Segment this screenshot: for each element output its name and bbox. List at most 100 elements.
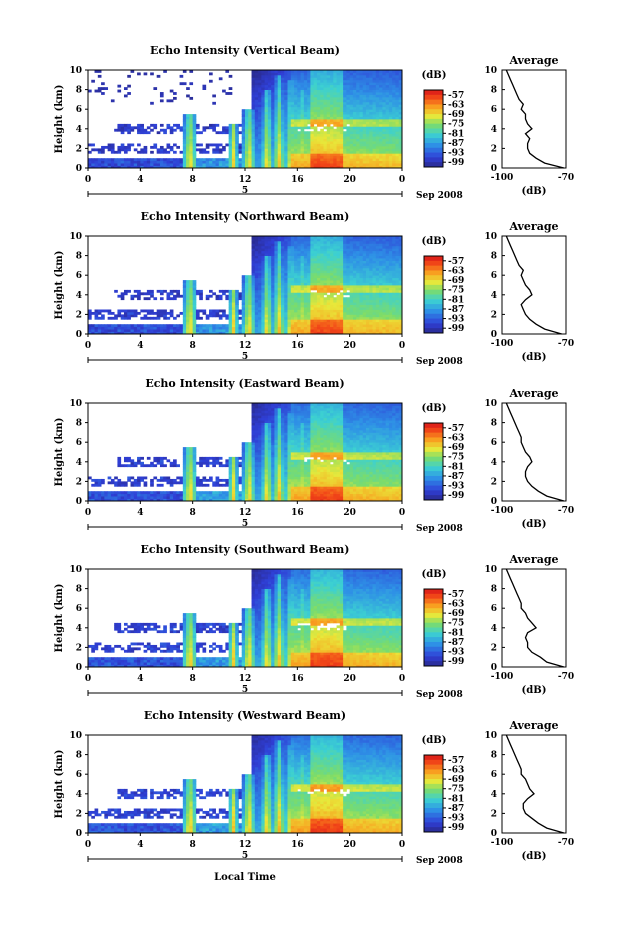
heatmap-cell — [183, 163, 187, 166]
heatmap-cell — [369, 307, 373, 310]
heatmap-cell — [359, 314, 363, 317]
heatmap-cell — [310, 153, 314, 156]
heatmap-cell — [389, 305, 393, 308]
heatmap-cell — [189, 161, 193, 164]
heatmap-cell — [274, 97, 278, 100]
heatmap-cell — [297, 131, 301, 134]
heatmap-cell — [255, 283, 259, 286]
heatmap-cell — [337, 141, 341, 144]
heatmap-cell — [366, 302, 370, 305]
heatmap-cell — [229, 302, 233, 305]
heatmap-cell — [291, 136, 295, 139]
heatmap-cell — [314, 270, 318, 273]
heatmap-cell — [320, 77, 324, 80]
heatmap-cell — [209, 80, 213, 83]
heatmap-cell — [189, 158, 193, 161]
heatmap-cell — [258, 248, 262, 251]
heatmap-cell — [271, 270, 275, 273]
heatmap-cell — [317, 297, 321, 300]
heatmap-cell — [369, 283, 373, 286]
heatmap-cell — [131, 144, 135, 147]
heatmap-cell — [320, 319, 324, 322]
heatmap-cell — [301, 243, 305, 246]
heatmap-cell — [314, 283, 318, 286]
heatmap-cell — [343, 261, 347, 264]
heatmap-cell — [343, 90, 347, 93]
heatmap-cell — [324, 80, 328, 83]
heatmap-cell — [337, 302, 341, 305]
heatmap-cell — [235, 300, 239, 303]
heatmap-cell — [373, 121, 377, 124]
heatmap-cell — [150, 317, 154, 320]
heatmap-cell — [278, 297, 282, 300]
heatmap-cell — [284, 90, 288, 93]
heatmap-cell — [193, 163, 197, 166]
heatmap-cell — [333, 238, 337, 241]
heatmap-cell — [288, 275, 292, 278]
heatmap-cell — [327, 327, 331, 330]
colorbar-segment — [424, 129, 443, 134]
heatmap-cell — [310, 146, 314, 149]
heatmap-cell — [248, 144, 252, 147]
heatmap-cell — [353, 99, 357, 102]
heatmap-cell — [363, 310, 367, 313]
heatmap-cell — [274, 253, 278, 256]
heatmap-cell — [330, 131, 334, 134]
heatmap-cell — [242, 319, 246, 322]
heatmap-cell — [317, 310, 321, 313]
heatmap-cell — [258, 156, 262, 159]
heatmap-cell — [314, 251, 318, 254]
heatmap-cell — [392, 161, 396, 164]
heatmap-cell — [291, 85, 295, 88]
heatmap-cell — [258, 92, 262, 95]
heatmap-cell — [317, 243, 321, 246]
heatmap-cell — [229, 163, 233, 166]
heatmap-cell — [304, 273, 308, 276]
heatmap-cell — [297, 75, 301, 78]
heatmap-cell — [333, 144, 337, 147]
heatmap-cell — [346, 99, 350, 102]
heatmap-cell — [294, 317, 298, 320]
heatmap-cell — [330, 126, 334, 129]
heatmap-cell — [258, 314, 262, 317]
heatmap-cell — [98, 327, 102, 330]
heatmap-cell — [258, 95, 262, 98]
heatmap-cell — [382, 261, 386, 264]
heatmap-cell — [389, 292, 393, 295]
heatmap-cell — [356, 302, 360, 305]
heatmap-cell — [288, 305, 292, 308]
heatmap-cell — [212, 126, 216, 129]
heatmap-cell — [304, 285, 308, 288]
heatmap-cell — [186, 292, 190, 295]
heatmap-cell — [392, 302, 396, 305]
heatmap-cell — [288, 136, 292, 139]
heatmap-cell — [232, 302, 236, 305]
heatmap-cell — [366, 324, 370, 327]
heatmap-cell — [324, 312, 328, 315]
heatmap-cell — [265, 314, 269, 317]
profile-y-tick-label: 10 — [484, 66, 497, 76]
heatmap-cell — [340, 297, 344, 300]
heatmap-cell — [199, 292, 203, 295]
heatmap-cell — [310, 329, 314, 332]
heatmap-cell — [359, 95, 363, 98]
heatmap-cell — [356, 129, 360, 132]
heatmap-cell — [350, 251, 354, 254]
heatmap-cell — [297, 261, 301, 264]
heatmap-cell — [261, 80, 265, 83]
heatmap-cell — [271, 265, 275, 268]
heatmap-cell — [245, 141, 249, 144]
heatmap-cell — [242, 324, 246, 327]
heatmap-cell — [366, 253, 370, 256]
heatmap-cell — [278, 119, 282, 122]
heatmap-cell — [144, 310, 148, 313]
heatmap-cell — [265, 109, 269, 112]
heatmap-cell — [294, 139, 298, 142]
heatmap-cell — [310, 87, 314, 90]
heatmap-cell — [242, 278, 246, 281]
heatmap-cell — [320, 151, 324, 154]
heatmap-cell — [359, 107, 363, 110]
heatmap-cell — [320, 117, 324, 120]
heatmap-cell — [157, 329, 161, 332]
heatmap-cell — [261, 139, 265, 142]
